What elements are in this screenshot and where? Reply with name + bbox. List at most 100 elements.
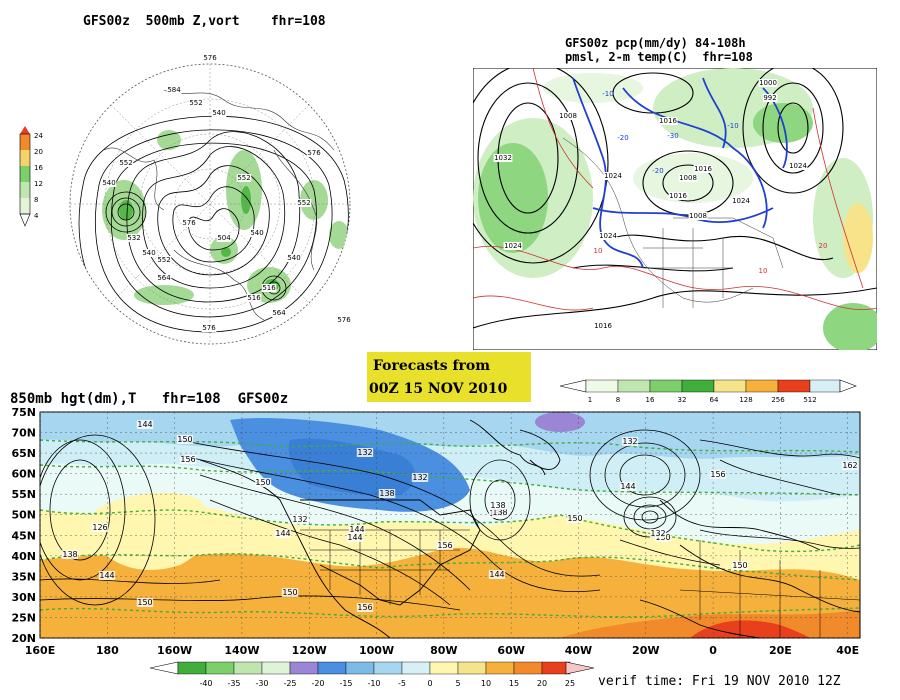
polar-colorbar-tick: 8 [34, 196, 38, 204]
polar-contour-label: 552 [297, 199, 310, 207]
temperature-colorbar: -40 -35 -30 -25 -20 -15 -10 -5 0 5 10 15 20 25 [149, 661, 595, 688]
label-background [201, 324, 217, 332]
na-coastlines [562, 137, 784, 308]
height-label: 156 [357, 603, 372, 612]
na-temp-label: 20 [819, 242, 828, 250]
label-background [489, 501, 507, 510]
political-borders [300, 529, 860, 638]
polar-contour-label: 576 [202, 324, 216, 332]
height-label: 144 [620, 482, 635, 491]
colorbar-cell [457, 661, 487, 675]
label-background [136, 420, 154, 429]
na-colorbar-tick: 8 [616, 396, 620, 404]
label-background [731, 561, 749, 570]
na-isobar-label: 1008 [559, 112, 577, 120]
na-temp-label: 10 [759, 267, 768, 275]
height-label: 150 [137, 598, 152, 607]
polar-colorbar-ticks: 24 20 16 12 8 4 [34, 132, 43, 220]
label-background [649, 529, 667, 538]
label-background [101, 179, 117, 187]
longitude-label: 40W [565, 644, 592, 657]
longitude-label: 160W [157, 644, 192, 657]
polar-contour-label: 552 [119, 159, 132, 167]
polar-contour-label: 576 [182, 219, 196, 227]
label-background [249, 229, 265, 237]
na-temp-label: -20 [652, 167, 663, 175]
longitude-label: 140W [224, 644, 259, 657]
label-background [156, 274, 172, 282]
label-background [179, 455, 197, 464]
polar-map: 24 20 16 12 8 4 [19, 54, 352, 345]
label-background [693, 165, 713, 173]
colorbar-cell [233, 661, 263, 675]
longitude-label: 40E [836, 644, 859, 657]
temperature-colorbar-tick: 15 [509, 679, 519, 688]
polar-colorbar [19, 126, 31, 227]
label-background [378, 489, 396, 498]
colorbar-cell [289, 661, 319, 675]
label-background [261, 284, 277, 292]
polar-contour-label: 564 [157, 274, 171, 282]
label-background [491, 508, 509, 517]
colorbar-cell [401, 661, 431, 675]
polar-contour-label: 504 [217, 234, 231, 242]
label-background [291, 515, 309, 524]
na-temp-label: 10 [594, 247, 603, 255]
height-label: 126 [92, 523, 107, 532]
na-map: 1032102410161008102410161024100810009921… [473, 68, 877, 350]
label-background [788, 162, 808, 170]
na-colorbar-tick: 512 [803, 396, 816, 404]
na-isobar-label: 1032 [494, 154, 512, 162]
height-label: 162 [842, 461, 857, 470]
latitude-label: 60N [11, 468, 36, 481]
verif-time: verif time: Fri 19 NOV 2010 12Z [598, 674, 841, 689]
polar-contour-label: 584 [167, 86, 181, 94]
label-background [202, 54, 218, 62]
label-background [136, 598, 154, 607]
label-background [503, 242, 523, 250]
label-background [188, 99, 204, 107]
longitude-label: 80W [430, 644, 457, 657]
polar-panel-title: GFS00z 500mb Z,vort fhr=108 [83, 14, 326, 29]
forecast-box-line1: Forecasts from [373, 358, 491, 374]
height-label: 132 [622, 437, 637, 446]
longitude-label: 20E [769, 644, 792, 657]
height-label: 138 [490, 501, 505, 510]
label-background [254, 478, 272, 487]
colorbar-cell [513, 661, 543, 675]
latitude-label: 70N [11, 427, 36, 440]
height-label: 150 [255, 478, 270, 487]
na-colorbar-ticks: 1 8 16 32 64 128 256 512 [588, 396, 817, 404]
bottom-map: 75N 70N 65N 60N 55N 50N 45N 40N 35N 30N 25N 20N 160… [11, 406, 861, 657]
temperature-colorbar-tick: 10 [481, 679, 491, 688]
height-label: 144 [99, 571, 114, 580]
label-background [731, 197, 751, 205]
polar-contour-label: 564 [272, 309, 286, 317]
na-temp-label: -30 [667, 132, 678, 140]
label-background [156, 256, 172, 264]
polar-contour-label: 516 [247, 294, 261, 302]
bottom-panel-title: 850mb hgt(dm),T fhr=108 GFS00z [10, 391, 289, 407]
na-colorbar-tick: 256 [771, 396, 785, 404]
label-background [658, 117, 678, 125]
na-panel-title-line1: GFS00z pcp(mm/dy) 84-108h [565, 36, 746, 50]
longitude-label: 100W [359, 644, 394, 657]
polar-contour-label: 552 [157, 256, 170, 264]
longitude-label: 60W [497, 644, 524, 657]
temperature-colorbar-tick: -10 [367, 679, 380, 688]
na-colorbar-tick: 32 [678, 396, 687, 404]
height-label: 138 [62, 550, 77, 559]
na-colorbar-tick: 128 [739, 396, 752, 404]
graticule [39, 411, 860, 639]
polar-colorbar-tick: 16 [34, 164, 43, 172]
height-label: 132 [650, 529, 665, 538]
polar-colorbar-tick: 12 [34, 180, 43, 188]
longitude-label: 180 [96, 644, 119, 657]
na-isobar-label: 1016 [669, 192, 687, 200]
longitude-label: 0 [709, 644, 717, 657]
polar-contour-label: 540 [142, 249, 155, 257]
label-background [621, 437, 639, 446]
latitude-label: 35N [11, 570, 36, 583]
label-background [274, 529, 292, 538]
label-background [593, 322, 613, 330]
